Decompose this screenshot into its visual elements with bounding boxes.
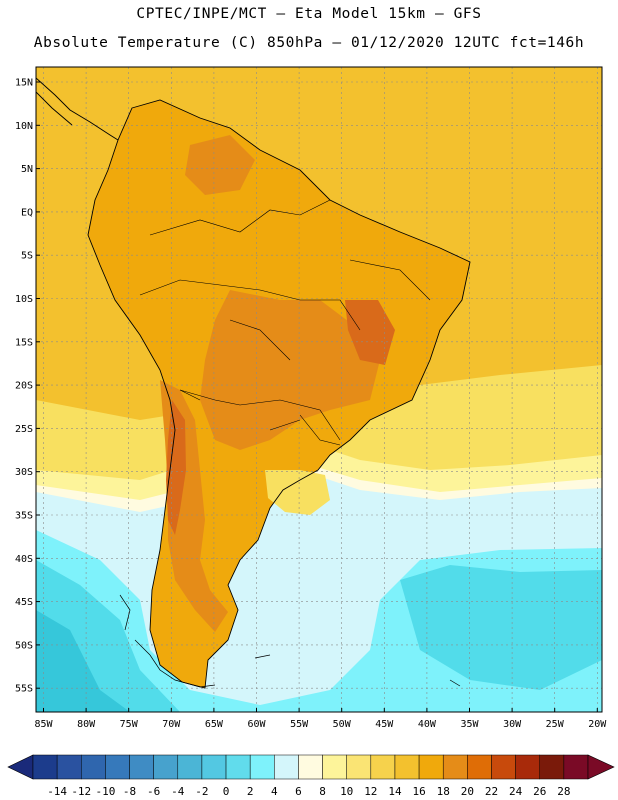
latitude-labels: 15N 10N 5N EQ 5S 10S 15S 20S 25S 30S 35S 40S 45S 50S 5… — [15, 78, 40, 695]
colorbar-tick-label: 26 — [533, 785, 546, 798]
coastlines-and-borders — [36, 77, 471, 689]
central-america-coast — [36, 77, 119, 141]
lon-label: 35W — [460, 719, 479, 730]
colorbar-tick-label: 0 — [223, 785, 230, 798]
lon-label: 55W — [290, 719, 309, 730]
map-frame — [35, 66, 603, 713]
hot-region-interior — [200, 290, 380, 450]
lat-label: 10S — [15, 294, 33, 305]
south-america-landmass — [88, 100, 470, 688]
country-borders — [139, 199, 431, 446]
hot-region-north — [185, 135, 255, 195]
colorbar-swatch — [56, 754, 82, 780]
cold-patch-atlantic — [400, 565, 602, 690]
coldest-patch — [36, 610, 130, 712]
colorbar-tick-label: 10 — [340, 785, 353, 798]
colorbar-tick-label: 24 — [509, 785, 523, 798]
colorbar-swatch — [274, 754, 299, 780]
lat-label: 10N — [15, 121, 33, 132]
lon-label: 45W — [375, 719, 394, 730]
colorbar-tick-labels: -14 -12 -10 -8 -6 -4 -2 0 2 4 6 8 10 12 14 16 18 20 22 24 26… — [47, 785, 570, 798]
coastline — [87, 99, 471, 689]
lat-label: 50S — [15, 640, 33, 651]
colorbar-tick-label: -6 — [147, 785, 160, 798]
colorbar-tick-label: -12 — [71, 785, 91, 798]
colorbar-swatch — [105, 754, 130, 780]
lat-label: 55S — [15, 684, 33, 695]
colorbar-swatch — [539, 754, 565, 780]
lat-label: 35S — [15, 511, 33, 522]
colorbar-low-arrow — [7, 754, 34, 780]
hottest-region-chaco — [345, 300, 395, 365]
lon-label: 20W — [588, 719, 607, 730]
temperature-field — [36, 67, 602, 712]
lon-label: 85W — [34, 719, 53, 730]
colorbar-tick-label: 16 — [412, 785, 425, 798]
map-title-line1: CPTEC/INPE/MCT — Eta Model 15km — GFS — [136, 6, 482, 22]
colorbar-swatch — [153, 754, 179, 780]
colorbar-tick-label: 12 — [364, 785, 377, 798]
map-title-line2: Absolute Temperature (C) 850hPa — 01/12/… — [33, 35, 585, 51]
colorbar-swatch — [467, 754, 492, 780]
lat-lon-grid — [36, 67, 602, 712]
colorbar — [7, 754, 615, 780]
colorbar-swatch — [346, 754, 372, 780]
lon-label: 60W — [247, 719, 266, 730]
colorbar-swatch — [442, 754, 468, 780]
lon-label: 70W — [162, 719, 181, 730]
lat-label: 15S — [15, 337, 33, 348]
lat-label: 40S — [15, 554, 33, 565]
colorbar-swatch — [491, 754, 516, 780]
lat-label: 20S — [15, 381, 33, 392]
colorbar-tick-label: 2 — [247, 785, 254, 798]
colorbar-swatch — [201, 754, 227, 780]
colorbar-tick-label: 20 — [461, 785, 474, 798]
colorbar-tick-label: -2 — [195, 785, 208, 798]
colorbar-swatch — [225, 754, 251, 780]
colorbar-tick-label: 14 — [388, 785, 402, 798]
colorbar-tick-label: 4 — [271, 785, 278, 798]
colorbar-tick-label: 8 — [319, 785, 326, 798]
lon-label: 75W — [120, 719, 139, 730]
colorbar-swatch — [515, 754, 540, 780]
lat-label: 25S — [15, 424, 33, 435]
colorbar-swatch — [322, 754, 347, 780]
colorbar-tick-label: -10 — [95, 785, 115, 798]
colorbar-swatch — [394, 754, 420, 780]
colorbar-swatch — [298, 754, 323, 780]
lon-label: 25W — [546, 719, 565, 730]
colorbar-tick-label: -8 — [123, 785, 136, 798]
colorbar-tick-label: 28 — [557, 785, 570, 798]
lon-label: 65W — [205, 719, 224, 730]
colorbar-swatch — [32, 754, 58, 780]
colorbar-swatch — [81, 754, 106, 780]
mild-region-uruguay — [265, 470, 330, 515]
colorbar-swatch — [249, 754, 275, 780]
colorbar-tick-label: 18 — [437, 785, 450, 798]
longitude-labels: 85W 80W 75W 70W 65W 60W 55W 50W 45W 40W 35W 30W 25W 2… — [34, 708, 607, 730]
lon-label: 80W — [77, 719, 96, 730]
lat-label: 45S — [15, 597, 33, 608]
lat-label: EQ — [21, 207, 33, 218]
colorbar-swatch — [177, 754, 203, 780]
colorbar-tick-label: 6 — [295, 785, 302, 798]
lat-label: 30S — [15, 467, 33, 478]
colorbar-swatch — [563, 754, 589, 780]
colorbar-high-arrow — [587, 754, 615, 780]
lat-label: 15N — [15, 78, 33, 89]
colorbar-swatch — [129, 754, 154, 780]
islands — [119, 594, 461, 688]
lon-label: 50W — [333, 719, 352, 730]
lat-label: 5S — [21, 251, 33, 262]
lon-label: 30W — [503, 719, 522, 730]
colorbar-swatch — [370, 754, 396, 780]
colorbar-swatch — [418, 754, 444, 780]
lat-label: 5N — [21, 164, 33, 175]
colorbar-tick-label: 22 — [485, 785, 498, 798]
lon-label: 40W — [418, 719, 437, 730]
colorbar-tick-label: -4 — [171, 785, 185, 798]
colorbar-tick-label: -14 — [47, 785, 67, 798]
